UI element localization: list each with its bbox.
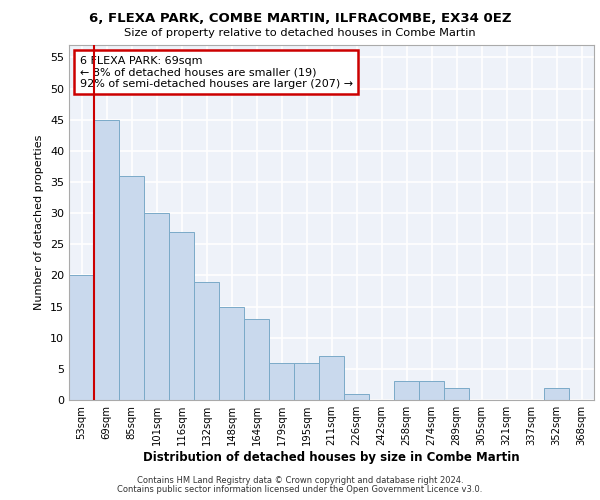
- Bar: [169, 232, 194, 400]
- Text: 6 FLEXA PARK: 69sqm
← 8% of detached houses are smaller (19)
92% of semi-detache: 6 FLEXA PARK: 69sqm ← 8% of detached hou…: [79, 56, 353, 89]
- Bar: [94, 120, 119, 400]
- Bar: [419, 382, 444, 400]
- Bar: [194, 282, 219, 400]
- Text: Size of property relative to detached houses in Combe Martin: Size of property relative to detached ho…: [124, 28, 476, 38]
- Bar: [144, 213, 169, 400]
- Bar: [244, 319, 269, 400]
- X-axis label: Distribution of detached houses by size in Combe Martin: Distribution of detached houses by size …: [143, 451, 520, 464]
- Bar: [294, 362, 319, 400]
- Bar: [269, 362, 294, 400]
- Bar: [344, 394, 369, 400]
- Y-axis label: Number of detached properties: Number of detached properties: [34, 135, 44, 310]
- Bar: [444, 388, 469, 400]
- Bar: [394, 382, 419, 400]
- Bar: [219, 306, 244, 400]
- Bar: [319, 356, 344, 400]
- Bar: [69, 276, 94, 400]
- Text: 6, FLEXA PARK, COMBE MARTIN, ILFRACOMBE, EX34 0EZ: 6, FLEXA PARK, COMBE MARTIN, ILFRACOMBE,…: [89, 12, 511, 26]
- Bar: [544, 388, 569, 400]
- Bar: [119, 176, 144, 400]
- Text: Contains HM Land Registry data © Crown copyright and database right 2024.: Contains HM Land Registry data © Crown c…: [137, 476, 463, 485]
- Text: Contains public sector information licensed under the Open Government Licence v3: Contains public sector information licen…: [118, 485, 482, 494]
